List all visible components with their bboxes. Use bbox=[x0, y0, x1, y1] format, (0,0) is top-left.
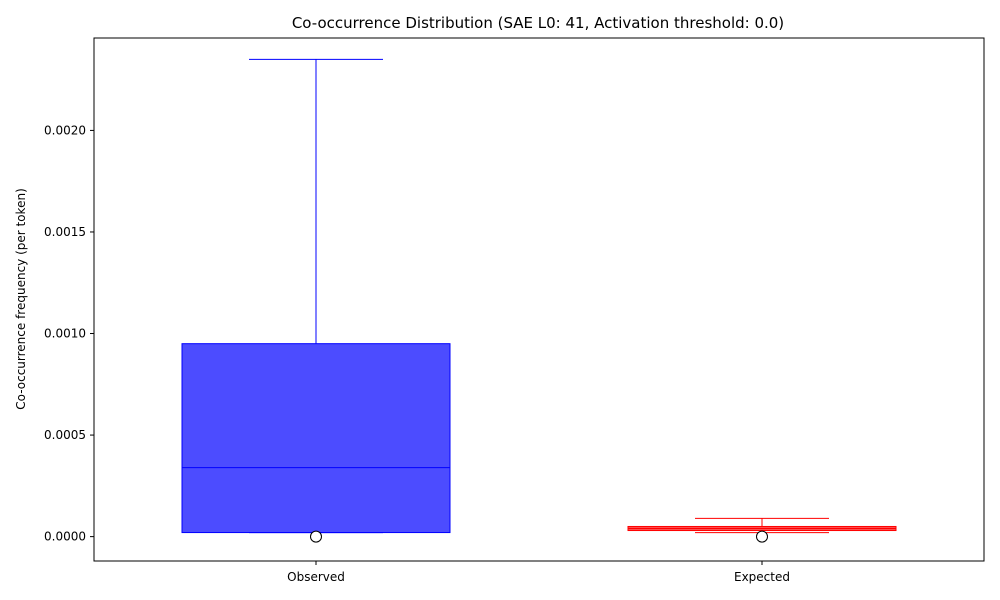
x-tick-label: Expected bbox=[734, 570, 790, 584]
y-tick-label: 0.0020 bbox=[44, 123, 86, 137]
box-observed bbox=[181, 343, 451, 534]
y-tick-label: 0.0010 bbox=[44, 327, 86, 341]
chart-title: Co-occurrence Distribution (SAE L0: 41, … bbox=[292, 14, 784, 32]
outlier-point bbox=[310, 530, 322, 543]
x-tick-label: Observed bbox=[287, 570, 345, 584]
y-axis-label: Co-occurrence frequency (per token) bbox=[14, 188, 28, 409]
outlier-point bbox=[756, 530, 768, 543]
plot-area: 0.0000 0.0005 0.0010 0.0015 0.0020 Observed Ex… bbox=[44, 37, 985, 584]
y-tick-label: 0.0000 bbox=[44, 530, 86, 544]
plot-frame bbox=[93, 37, 985, 562]
y-tick-label: 0.0015 bbox=[44, 225, 86, 239]
y-tick-label: 0.0005 bbox=[44, 428, 86, 442]
